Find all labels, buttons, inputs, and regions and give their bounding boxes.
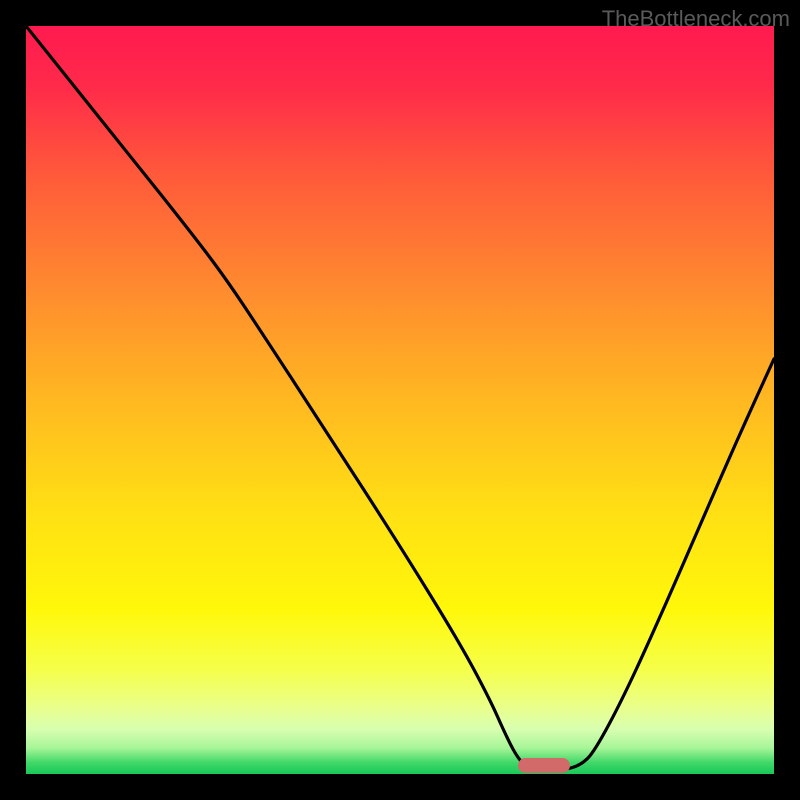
watermark-text: TheBottleneck.com [602,6,790,32]
plot-area [26,26,774,774]
bottleneck-curve [26,26,774,774]
optimum-marker [518,758,570,773]
